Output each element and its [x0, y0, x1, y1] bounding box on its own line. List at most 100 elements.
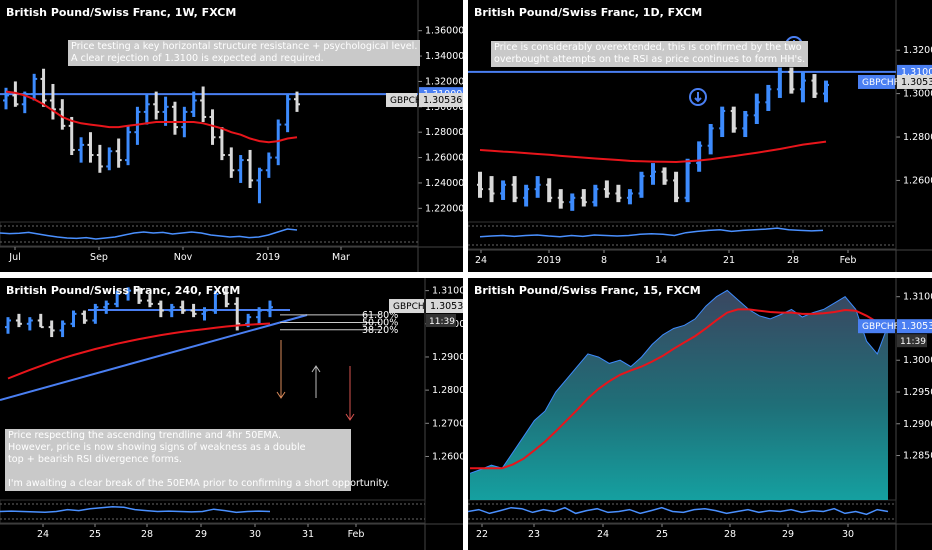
ohlc-bar	[143, 94, 150, 125]
chart-title: British Pound/Swiss Franc, 1D, FXCM	[474, 6, 703, 19]
ohlc-bar	[237, 155, 244, 183]
ohlc-bar	[125, 287, 132, 301]
ohlc-bar	[477, 171, 483, 198]
ohlc-bar	[81, 310, 88, 324]
chart-panel-weekly[interactable]: 1.36000 1.34000 1.32000 1.30000 1.28000 1.260…	[0, 0, 463, 272]
ohlc-bar	[256, 167, 263, 204]
ohlc-bar	[146, 293, 153, 308]
chart-title: British Pound/Swiss Franc, 240, FXCM	[6, 284, 241, 297]
ohlc-bar	[284, 94, 291, 133]
chart-canvas-weekly[interactable]: 1.36000 1.34000 1.32000 1.30000 1.28000 1.260…	[0, 0, 463, 272]
ohlc-bar	[48, 320, 55, 338]
ohlc-bar	[546, 178, 553, 203]
price-area	[470, 290, 888, 500]
ema-50-line	[5, 90, 298, 144]
x-tick-label: 8	[601, 255, 607, 266]
symbol-tag	[858, 74, 895, 89]
ohlc-bar	[534, 176, 541, 198]
ohlc-bar	[265, 152, 272, 178]
x-tick-label: 28	[724, 529, 736, 540]
last-price-label: 1.30536	[901, 321, 932, 332]
ohlc-bar	[788, 67, 795, 94]
x-tick-label: 28	[787, 255, 799, 266]
ohlc-bar	[256, 307, 263, 324]
x-tick-label: 24	[597, 529, 609, 540]
symbol-tag-label: GBPCHF	[393, 302, 430, 312]
ohlc-bar	[673, 171, 680, 203]
ohlc-bar	[157, 300, 164, 318]
y-tick-label: 1.31000	[432, 286, 463, 297]
y-tick-label: 1.30000	[903, 89, 932, 100]
ohlc-bar	[68, 116, 75, 156]
chart-panel-15m[interactable]: 1.310001.305001.300001.295001.290001.285…	[468, 278, 932, 550]
ohlc-bar	[190, 91, 197, 117]
countdown-label: 11:39	[900, 337, 926, 347]
symbol-tag-label: GBPCHF	[862, 322, 899, 332]
ohlc-bar	[638, 171, 645, 198]
symbol-tag-label: GBPCHF	[862, 78, 899, 88]
x-tick-label: 29	[195, 529, 207, 540]
ohlc-bar	[12, 81, 19, 107]
note-line: I'm awaiting a clear break of the 50EMA …	[8, 478, 390, 489]
ohlc-bar	[742, 110, 749, 138]
chart-canvas-15m[interactable]: 1.310001.305001.300001.295001.290001.285…	[468, 278, 932, 550]
ohlc-bar	[136, 287, 142, 304]
ohlc-bar	[37, 313, 44, 329]
ohlc-bar	[87, 132, 94, 163]
x-tick-label: 24	[37, 529, 49, 540]
countdown-tag	[897, 334, 927, 348]
ema-50-line	[7, 322, 271, 380]
x-tick-label: 31	[302, 529, 314, 540]
ohlc-bar	[59, 99, 66, 130]
ohlc-bar	[106, 147, 113, 171]
y-tick-label: 1.28000	[432, 385, 463, 396]
y-tick-label: 1.22000	[425, 203, 463, 214]
chart-title: British Pound/Swiss Franc, 1W, FXCM	[6, 6, 237, 19]
ohlc-bar	[228, 147, 235, 178]
note-line: A clear rejection of 1.3100 is expected …	[71, 53, 324, 64]
note-line: Price testing a key horizontal structure…	[71, 41, 418, 52]
note-line: overbought attempts on the RSI as price …	[494, 54, 806, 65]
note-line: However, price is now showing signs of w…	[8, 442, 306, 453]
chart-canvas-daily[interactable]: 1.32000 1.30000 1.28000 1.26000 24 2019 8 14 21 2…	[468, 0, 932, 272]
y-tick-label: 1.29000	[903, 419, 932, 430]
ohlc-bar	[511, 176, 518, 203]
ohlc-bar	[823, 80, 829, 103]
ohlc-bar	[168, 303, 175, 318]
chart-panel-4h[interactable]: 1.310001.300001.290001.280001.270001.260…	[0, 278, 463, 550]
y-tick-label: 1.36000	[425, 26, 463, 37]
ohlc-bar	[753, 93, 760, 124]
down-arrow-icon	[276, 340, 286, 399]
y-tick-label: 1.29000	[432, 352, 463, 363]
x-tick-label: 21	[723, 255, 735, 266]
chart-panel-daily[interactable]: 1.32000 1.30000 1.28000 1.26000 24 2019 8 14 21 2…	[468, 0, 932, 272]
ohlc-bar	[730, 106, 737, 133]
chart-canvas-4h[interactable]: 1.310001.300001.290001.280001.270001.260…	[0, 278, 463, 550]
ohlc-bar	[200, 86, 207, 123]
x-tick-label: 2019	[537, 255, 561, 266]
ohlc-bar	[707, 124, 714, 155]
ohlc-bar	[201, 307, 208, 321]
ohlc-bar	[92, 303, 99, 324]
y-tick-label: 1.28000	[903, 132, 932, 143]
ohlc-bar	[275, 119, 282, 166]
last-price-label: 1.30536	[430, 301, 463, 312]
ohlc-bar	[592, 184, 599, 207]
symbol-tag	[858, 319, 895, 334]
y-tick-label: 1.28000	[425, 127, 463, 138]
x-tick-label: 14	[655, 255, 667, 266]
last-price-label: 1.30536	[423, 95, 462, 106]
fib-level-label: 61.80%	[362, 310, 398, 321]
ohlc-bar	[209, 109, 216, 145]
level-price-label: 1.31000	[901, 67, 932, 78]
ohlc-bar	[179, 300, 186, 314]
y-tick-label: 1.34000	[425, 51, 463, 62]
ohlc-bar	[15, 313, 22, 328]
ema-50-line	[470, 308, 889, 470]
rsi-line	[0, 506, 271, 514]
y-tick-label: 1.28500	[903, 451, 932, 462]
x-tick-label: 30	[249, 529, 261, 540]
ema-50-line	[479, 140, 827, 164]
level-price-tag	[897, 64, 932, 78]
note-line: top + bearish RSI divergence forms.	[8, 454, 182, 465]
